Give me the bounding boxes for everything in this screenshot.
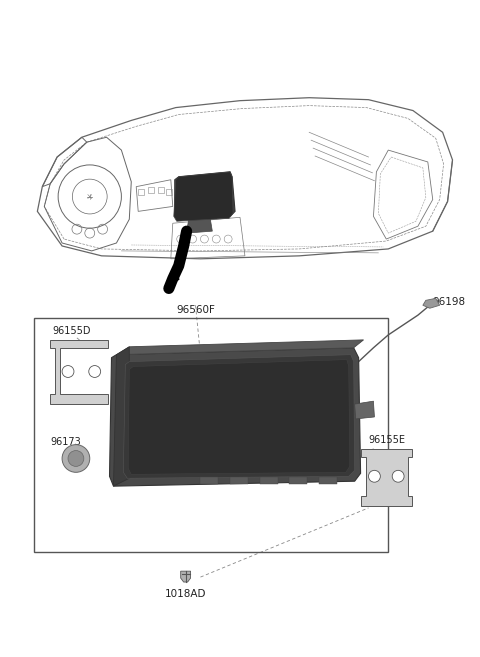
Circle shape: [62, 445, 90, 472]
Polygon shape: [109, 348, 360, 486]
Bar: [201, 477, 218, 484]
Text: 1018AD: 1018AD: [165, 589, 206, 599]
Polygon shape: [113, 347, 129, 486]
Polygon shape: [187, 219, 212, 233]
Polygon shape: [174, 172, 233, 221]
Circle shape: [392, 470, 404, 482]
Polygon shape: [50, 340, 108, 404]
Text: 96198: 96198: [433, 298, 466, 307]
Bar: [166, 189, 172, 194]
Polygon shape: [180, 571, 191, 582]
Circle shape: [68, 451, 84, 466]
Text: 96155E: 96155E: [369, 435, 406, 445]
Text: 96173: 96173: [50, 437, 81, 447]
Bar: [138, 189, 144, 194]
Circle shape: [369, 470, 380, 482]
Bar: [35, 318, 388, 553]
Polygon shape: [360, 449, 412, 506]
Bar: [148, 187, 154, 193]
Polygon shape: [423, 298, 440, 308]
Polygon shape: [117, 340, 363, 355]
Text: 96560F: 96560F: [176, 306, 215, 315]
Bar: [289, 477, 307, 484]
Circle shape: [89, 365, 101, 377]
Bar: [319, 477, 337, 484]
Polygon shape: [123, 355, 355, 478]
Polygon shape: [355, 401, 374, 419]
Polygon shape: [175, 172, 235, 219]
Bar: [158, 187, 164, 193]
Bar: [260, 477, 277, 484]
Polygon shape: [128, 359, 350, 474]
Bar: [230, 477, 248, 484]
Circle shape: [62, 365, 74, 377]
Text: 96155D: 96155D: [52, 326, 91, 336]
